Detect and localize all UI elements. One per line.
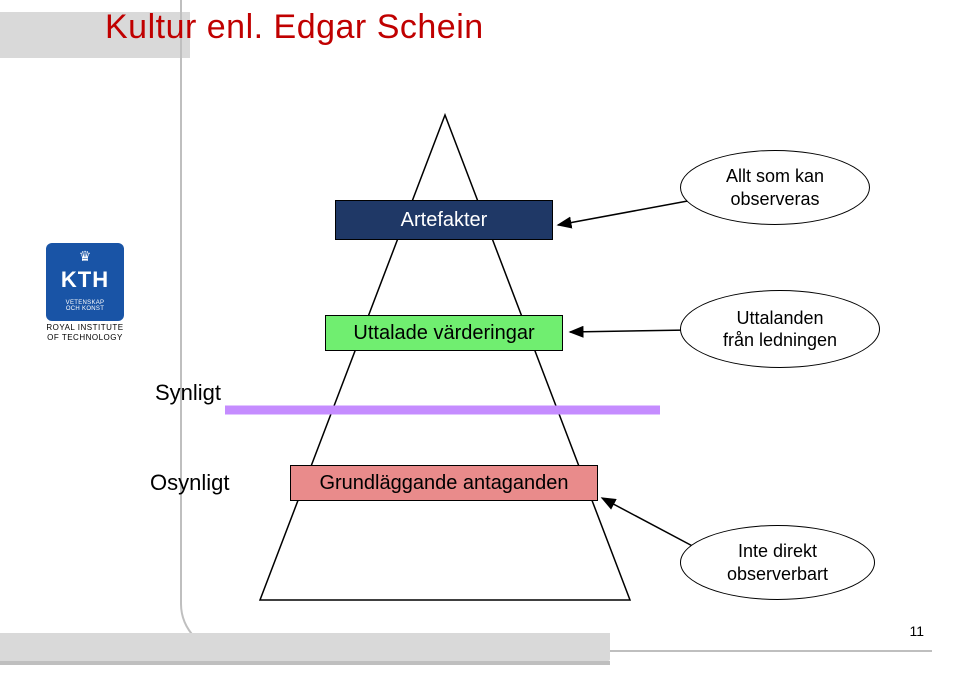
label-synligt: Synligt [155, 380, 221, 406]
obs-l2: observeras [730, 189, 819, 209]
stm-l2: från ledningen [723, 330, 837, 350]
box-values: Uttalade värderingar [325, 315, 563, 351]
footer-bar [0, 633, 610, 661]
nob-l1: Inte direkt [738, 541, 817, 561]
nob-l2: observerbart [727, 564, 828, 584]
box-artefakter: Artefakter [335, 200, 553, 240]
stm-l1: Uttalanden [736, 308, 823, 328]
box-assumptions: Grundläggande antaganden [290, 465, 598, 501]
ellipse-notobservable: Inte direkt observerbart [680, 525, 875, 600]
ellipse-statements: Uttalanden från ledningen [680, 290, 880, 368]
ellipse-notobs-text: Inte direkt observerbart [727, 540, 828, 585]
slide: Kultur enl. Edgar Schein ♛ KTH VETENSKAP… [0, 0, 960, 679]
obs-l1: Allt som kan [726, 166, 824, 186]
page-number: 11 [909, 623, 924, 639]
ellipse-observe: Allt som kan observeras [680, 150, 870, 225]
ellipse-statements-text: Uttalanden från ledningen [723, 307, 837, 352]
label-osynligt: Osynligt [150, 470, 229, 496]
schein-diagram: Artefakter Uttalade värderingar Grundläg… [0, 0, 960, 679]
ellipse-observe-text: Allt som kan observeras [726, 165, 824, 210]
